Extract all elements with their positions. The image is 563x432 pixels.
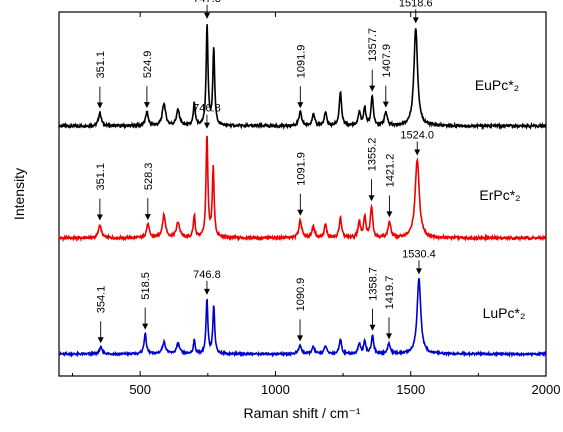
peak-label: 528.3 [143, 163, 155, 191]
peak-label: 1358.7 [367, 267, 379, 301]
plot-frame [58, 11, 547, 377]
peak-arrowhead [143, 102, 150, 109]
peak-arrowhead [414, 149, 421, 156]
peak-arrowhead [412, 17, 419, 24]
peak-label: 524.9 [142, 51, 154, 79]
peak-label: 746.8 [193, 269, 221, 281]
peak-label: 351.1 [95, 163, 107, 191]
peak-arrowhead [382, 101, 389, 108]
series-label: EuPc*₂ [475, 77, 519, 93]
peak-arrowhead [142, 323, 149, 330]
peak-arrowhead [96, 102, 103, 109]
peak-arrowhead [144, 214, 151, 221]
peak-label: 1530.4 [402, 248, 436, 260]
series-line [58, 24, 547, 131]
x-tick-label: 1000 [261, 382, 290, 397]
peak-arrowhead [96, 214, 103, 221]
peak-label: 1419.7 [384, 276, 396, 310]
peak-label: 1421.2 [384, 154, 396, 188]
series-line [58, 135, 547, 243]
peak-label: 1355.2 [367, 138, 379, 172]
peak-label: 1407.9 [381, 44, 393, 78]
peak-arrowhead [203, 288, 210, 295]
peak-arrowhead [369, 85, 376, 92]
y-axis-title: Intensity [11, 168, 27, 220]
peak-label: 1524.0 [400, 129, 434, 141]
peak-arrowhead [369, 324, 376, 331]
peak-arrowhead [204, 12, 211, 19]
series-label: LuPc*₂ [483, 305, 526, 321]
x-axis-title: Raman shift / cm⁻¹ [243, 405, 360, 421]
peak-arrowhead [297, 102, 304, 109]
peak-label: 351.1 [95, 51, 107, 79]
peak-arrowhead [97, 337, 104, 344]
peak-arrowhead [297, 209, 304, 216]
x-tick-label: 2000 [532, 382, 561, 397]
peak-arrowhead [385, 333, 392, 340]
peak-label: 354.1 [96, 286, 108, 314]
peak-label: 1357.7 [367, 28, 379, 62]
peak-label: 1518.6 [399, 0, 433, 9]
x-tick-label: 500 [129, 382, 151, 397]
series-line [58, 278, 547, 358]
x-axis: 500 1000 1500 2000 [72, 12, 561, 397]
x-tick-label: 1500 [396, 382, 425, 397]
peak-label: 1091.9 [295, 45, 307, 79]
peak-label: 1091.9 [295, 152, 307, 186]
peak-arrowhead [368, 195, 375, 202]
peak-arrowhead [415, 268, 422, 275]
peak-arrowhead [203, 122, 210, 129]
peak-label: 747.3 [193, 0, 221, 5]
peak-label: 1090.9 [295, 278, 307, 312]
spectra-group: EuPc*₂ ErPc*₂ LuPc*₂ [58, 24, 547, 358]
series-label: ErPc*₂ [479, 187, 520, 203]
peak-arrowhead [297, 335, 304, 342]
peak-arrowhead [386, 211, 393, 218]
peak-label: 518.5 [140, 272, 152, 300]
peak-label: 746.8 [193, 103, 221, 115]
